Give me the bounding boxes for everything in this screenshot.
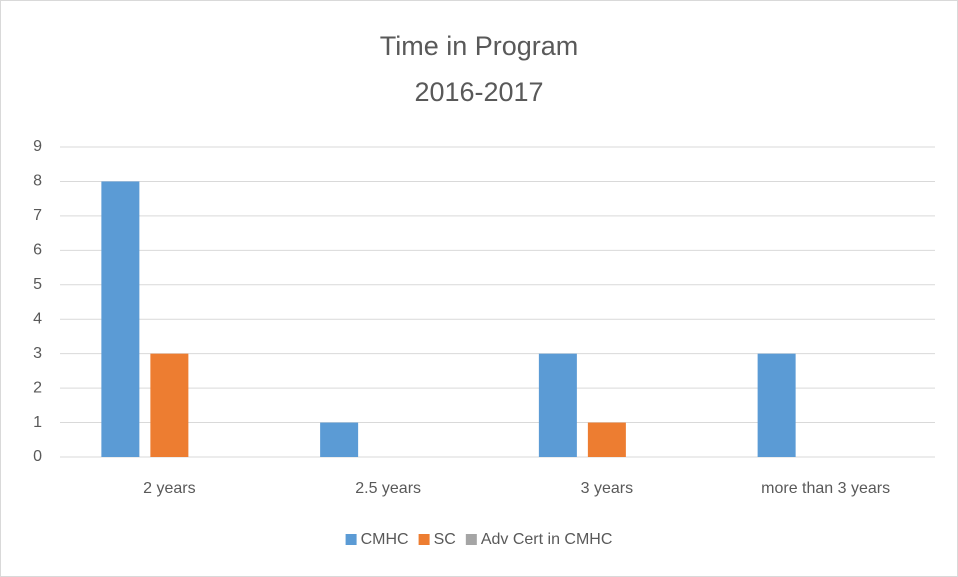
legend-label: CMHC bbox=[361, 531, 409, 548]
legend-swatch bbox=[465, 534, 477, 545]
bar bbox=[538, 353, 577, 457]
legend-swatch bbox=[418, 534, 430, 545]
y-tick-label: 1 bbox=[33, 414, 42, 431]
legend-swatch bbox=[345, 534, 357, 545]
legend-label: SC bbox=[434, 531, 456, 548]
bar bbox=[320, 422, 359, 457]
y-tick-label: 4 bbox=[33, 310, 42, 327]
y-tick-label: 6 bbox=[33, 242, 42, 259]
x-tick-label: more than 3 years bbox=[761, 480, 890, 497]
x-tick-label: 2 years bbox=[143, 480, 195, 497]
legend-label: Adv Cert in CMHC bbox=[481, 531, 613, 548]
chart-title: Time in Program bbox=[380, 31, 579, 61]
y-tick-label: 0 bbox=[33, 448, 42, 465]
y-tick-label: 8 bbox=[33, 173, 42, 190]
bar bbox=[101, 181, 140, 457]
bar bbox=[587, 422, 626, 457]
x-tick-label: 3 years bbox=[581, 480, 633, 497]
y-tick-label: 3 bbox=[33, 345, 42, 362]
y-tick-label: 5 bbox=[33, 276, 42, 293]
chart-subtitle: 2016-2017 bbox=[414, 77, 543, 107]
y-tick-label: 2 bbox=[33, 379, 42, 396]
x-tick-label: 2.5 years bbox=[355, 480, 421, 497]
y-tick-label: 7 bbox=[33, 207, 42, 224]
bar bbox=[150, 353, 189, 457]
y-tick-label: 9 bbox=[33, 138, 42, 155]
bar bbox=[757, 353, 796, 457]
